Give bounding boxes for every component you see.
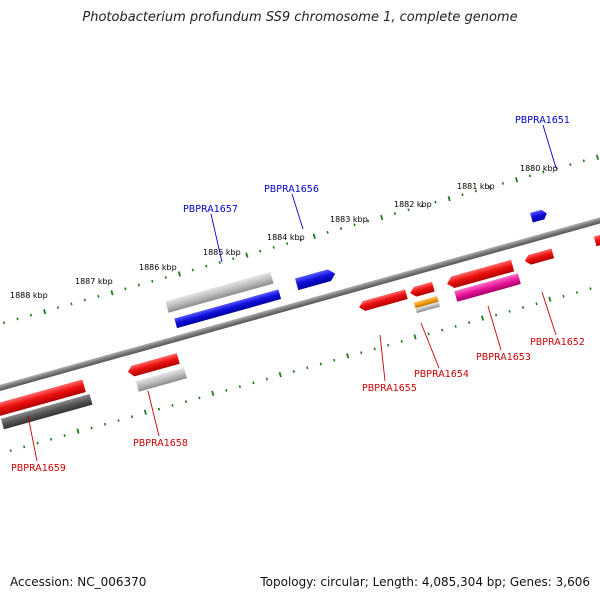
gene-pbpra1659-dark — [0, 394, 93, 430]
label-pbpra1651[interactable]: PBPRA1651 — [515, 115, 570, 126]
gene-pbpra1654-gray — [415, 301, 440, 314]
gene-pbpra1656[interactable] — [295, 268, 337, 291]
label-pbpra1655[interactable]: PBPRA1655 — [362, 383, 417, 394]
gene-pbpra1654[interactable] — [409, 281, 435, 298]
gene-pbpra1655[interactable] — [358, 289, 408, 312]
gene-pbpra1658[interactable] — [127, 353, 180, 378]
ruler-label-1883: 1883 kbp — [330, 215, 368, 224]
ruler-label-1881: 1881 kbp — [457, 182, 495, 191]
gene-pbpra1653-pink — [454, 273, 521, 302]
upper-tick-ruler — [2, 154, 600, 325]
reverse-features — [0, 231, 600, 430]
ruler-label-1882: 1882 kbp — [394, 200, 432, 209]
leader-lines — [27, 124, 557, 462]
label-pbpra1658[interactable]: PBPRA1658 — [133, 438, 188, 449]
chromosome-backbone — [0, 204, 600, 404]
ruler-labels: 1888 kbp 1887 kbp 1886 kbp 1885 kbp 1884… — [10, 164, 558, 300]
label-pbpra1657[interactable]: PBPRA1657 — [183, 204, 238, 215]
ruler-label-1888: 1888 kbp — [10, 291, 48, 300]
gene-pbpra1652[interactable] — [523, 248, 555, 265]
feature-gray-upper — [165, 271, 274, 313]
forward-features — [165, 209, 548, 329]
label-pbpra1659[interactable]: PBPRA1659 — [11, 463, 66, 474]
ruler-label-1887: 1887 kbp — [75, 277, 113, 286]
gene-labels: PBPRA1651 PBPRA1656 PBPRA1657 PBPRA1652 … — [11, 115, 585, 474]
gene-pbpra1658-gray — [135, 367, 187, 392]
label-pbpra1654[interactable]: PBPRA1654 — [414, 369, 469, 380]
gene-pbpra1657[interactable] — [174, 289, 282, 329]
label-pbpra1653[interactable]: PBPRA1653 — [476, 352, 531, 363]
gene-pbpra1653[interactable] — [445, 259, 515, 290]
ruler-label-1885: 1885 kbp — [203, 248, 241, 257]
map-title: Photobacterium profundum SS9 chromosome … — [82, 10, 518, 25]
ruler-label-1880: 1880 kbp — [520, 164, 558, 173]
gene-pbpra1659[interactable] — [0, 379, 86, 416]
feature-right-edge-red — [593, 231, 600, 247]
gene-pbpra1654-orange — [413, 296, 439, 309]
gene-pbpra1651[interactable] — [530, 209, 548, 223]
label-pbpra1656[interactable]: PBPRA1656 — [264, 184, 319, 195]
ruler-label-1886: 1886 kbp — [139, 263, 177, 272]
accession-text: Accession: NC_006370 — [10, 575, 147, 589]
ruler-label-1884: 1884 kbp — [267, 233, 305, 242]
genome-summary-text: Topology: circular; Length: 4,085,304 bp… — [260, 575, 590, 589]
label-pbpra1652[interactable]: PBPRA1652 — [530, 337, 585, 348]
lower-tick-ruler — [9, 287, 592, 453]
